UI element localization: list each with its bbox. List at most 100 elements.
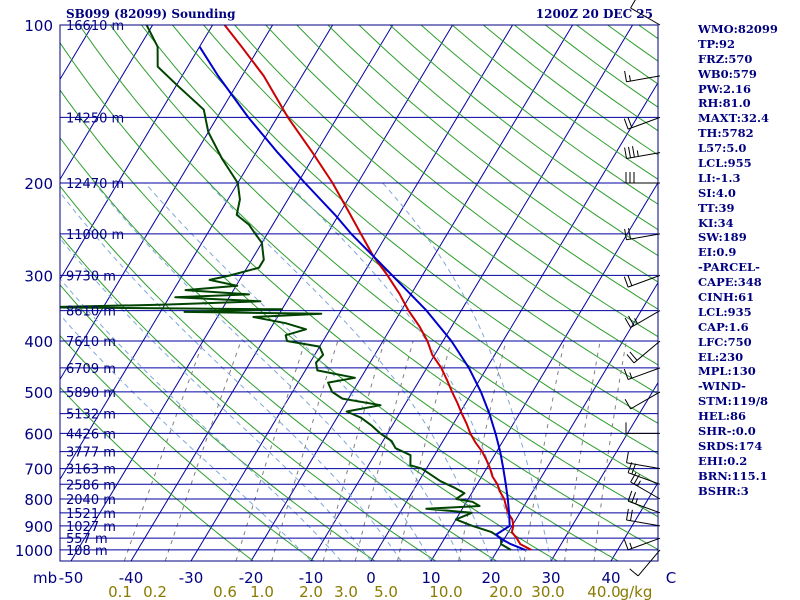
temperature-tick-label: -10 [299,569,324,587]
dry-adiabat-line [794,25,800,561]
height-label: 5890 m [66,386,116,401]
mixing-ratio-line [235,340,306,561]
wind-barb [624,70,661,83]
isotherm-line [60,25,334,481]
height-label: 8610 m [66,305,116,320]
index-item: BSHR:3 [698,483,749,498]
isotherm-line [130,25,454,561]
temperature-tick-label: -50 [59,569,84,587]
dry-adiabat-line [141,25,658,455]
wind-barb [624,146,661,159]
dry-adiabat-line [296,25,658,310]
mixing-ratio-line [271,340,339,561]
dry-adiabat-line [203,25,658,395]
height-label: 3163 m [66,463,116,478]
index-item: CAP:1.6 [698,319,749,334]
dry-adiabat-line [265,25,658,338]
temperature-tick-label: 0 [366,569,376,587]
plot-frame [59,24,659,562]
index-item: EI:0.9 [698,245,737,260]
height-label: 6709 m [66,362,116,377]
index-item: L57:5.0 [698,141,747,156]
height-label: 108 m [66,544,108,559]
index-item: -PARCEL- [698,260,760,275]
index-item: WB0:579 [698,66,757,81]
temperature-tick-label: -40 [119,569,144,587]
wind-barb [624,228,661,241]
mixing-ratio-line [123,340,205,561]
wind-barb [624,391,661,410]
pressure-unit-label: mb [33,569,57,587]
index-item: MAXT:32.4 [698,111,769,126]
mixing-ratio-label: 30.0 [531,583,564,600]
temperature-tick-label: 40 [601,569,620,587]
dry-adiabat-line [234,25,658,366]
dewpoint-profile [60,25,512,551]
index-item: SRDS:174 [698,438,763,453]
pressure-tick-label: 200 [24,175,53,193]
temperature-tick-label: -30 [179,569,204,587]
mixing-ratio-label: 5.0 [374,583,398,600]
mixing-ratio-line [593,340,627,561]
isotherm-line [0,25,33,561]
index-item: LCL:955 [698,156,752,171]
height-label: 12470 m [66,177,124,192]
index-item: TP:92 [698,36,736,51]
moist-adiabat-line [207,182,492,561]
wind-barb [630,0,661,26]
temperature-profile [223,25,532,551]
height-label: 3777 m [66,446,116,461]
chart-time: 1200Z 20 DEC 25 [536,7,653,21]
height-label: 9730 m [66,269,116,284]
dry-adiabat-line [78,25,658,518]
index-item: WMO:82099 [698,22,778,36]
mixing-ratio-label: 2.0 [299,583,323,600]
wind-barb [626,451,661,470]
index-item: CINH:61 [698,290,755,305]
index-item: SW:189 [698,230,747,245]
wind-barb [625,422,660,434]
dry-adiabat-line [358,25,658,257]
pressure-tick-label: 300 [24,267,53,285]
dry-adiabat-line [60,386,254,561]
mixing-ratio-line [564,340,601,561]
pressure-tick-label: 100 [24,17,53,35]
dry-adiabat-line [60,234,436,561]
wind-barbs [623,0,661,577]
mixing-ratio-label: 0.6 [213,583,237,600]
isotherm-line [60,25,214,281]
isotherm-line [60,25,154,181]
mixing-ratio-label: 10.0 [429,583,462,600]
wind-barb [625,172,660,184]
mixing-ratio-label: 1.0 [250,583,274,600]
height-label: 1521 m [66,507,116,522]
moist-adiabat-line [60,314,312,561]
dry-adiabat-line [327,25,658,283]
mixing-ratio-label: 3.0 [334,583,358,600]
chart-grid [0,25,800,561]
index-item: -WIND- [698,379,746,394]
isotherm-line [190,25,514,561]
wind-barb [629,549,661,577]
dry-adiabat-line [60,137,558,561]
temperature-tick-label: -20 [239,569,264,587]
pressure-tick-label: 1000 [15,542,53,560]
index-item: STM:119/8 [698,394,769,409]
mixing-ratio-line [523,340,565,561]
wind-barb [623,367,661,380]
mixing-ratio-label: 20.0 [489,583,522,600]
wind-barb [627,462,661,485]
isotherm-line [310,25,634,561]
dry-adiabat-line [109,25,658,486]
index-item: FRZ:570 [698,51,753,66]
pressure-tick-label: 900 [24,518,53,536]
pressure-tick-label: 500 [24,384,53,402]
mixing-ratio-label: 0.2 [143,583,167,600]
wind-barb [626,509,661,527]
height-label: 11000 m [66,228,124,243]
wind-barb [623,274,661,288]
height-label: 2040 m [66,493,116,508]
wind-barb [623,537,661,551]
mixing-ratio-unit-label: g/kg [620,583,653,600]
